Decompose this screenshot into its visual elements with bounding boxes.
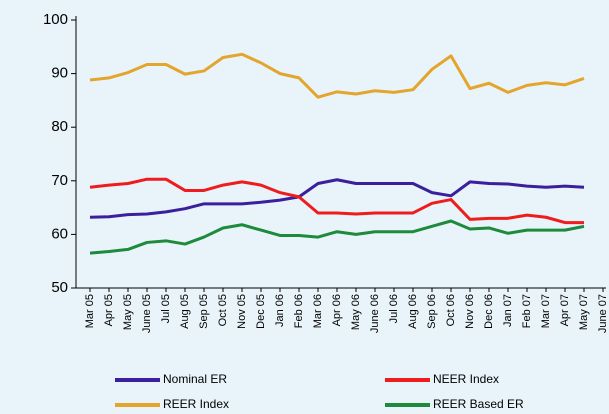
x-tick-label: May 07	[578, 294, 590, 330]
legend-label: Nominal ER	[163, 372, 227, 386]
y-tick-label: 80	[51, 118, 68, 135]
x-tick-label: June 07	[597, 294, 609, 333]
x-tick-label: Sep 05	[198, 294, 210, 329]
x-tick-label: Feb 07	[521, 294, 533, 328]
x-tick-label: Oct 05	[217, 294, 229, 326]
x-tick-label: Aug 05	[179, 294, 191, 329]
x-tick-label: Oct 06	[445, 294, 457, 326]
x-tick-label: June 06	[369, 294, 381, 333]
x-tick-label: Jan 06	[274, 294, 286, 327]
x-tick-label: Apr 07	[559, 294, 571, 326]
series-line	[89, 178, 585, 219]
x-tick-label: Aug 06	[407, 294, 419, 329]
x-tick-label: Apr 05	[103, 294, 115, 326]
x-tick-label: Jul 05	[160, 294, 172, 323]
x-tick-label: Apr 06	[331, 294, 343, 326]
legend-label: REER Based ER	[433, 397, 524, 411]
y-tick-label: 70	[51, 172, 68, 189]
x-tick-label: Feb 06	[293, 294, 305, 328]
x-tick-label: Jul 06	[388, 294, 400, 323]
legend-label: REER Index	[163, 397, 229, 411]
x-tick-label: May 06	[350, 294, 362, 330]
y-tick-label: 50	[51, 279, 68, 296]
series-line	[89, 52, 585, 99]
y-tick-label: 90	[51, 65, 68, 82]
x-tick-label: Mar 07	[540, 294, 552, 328]
x-tick-label: Mar 05	[84, 294, 96, 328]
legend-label: NEER Index	[433, 372, 499, 386]
x-tick-label: Nov 06	[464, 294, 476, 329]
x-tick-label: Sep 06	[426, 294, 438, 329]
y-tick-label: 60	[51, 225, 68, 242]
x-tick-label: Mar 06	[312, 294, 324, 328]
x-tick-label: Nov 05	[236, 294, 248, 329]
series-line	[89, 177, 584, 225]
y-tick-label: 100	[43, 11, 68, 28]
x-tick-label: May 05	[122, 294, 134, 330]
x-tick-label: Dec 05	[255, 294, 267, 329]
x-tick-label: June 05	[141, 294, 153, 333]
x-tick-label: Dec 06	[483, 294, 495, 329]
x-tick-label: Jan 07	[502, 294, 514, 327]
series-line	[89, 219, 585, 255]
